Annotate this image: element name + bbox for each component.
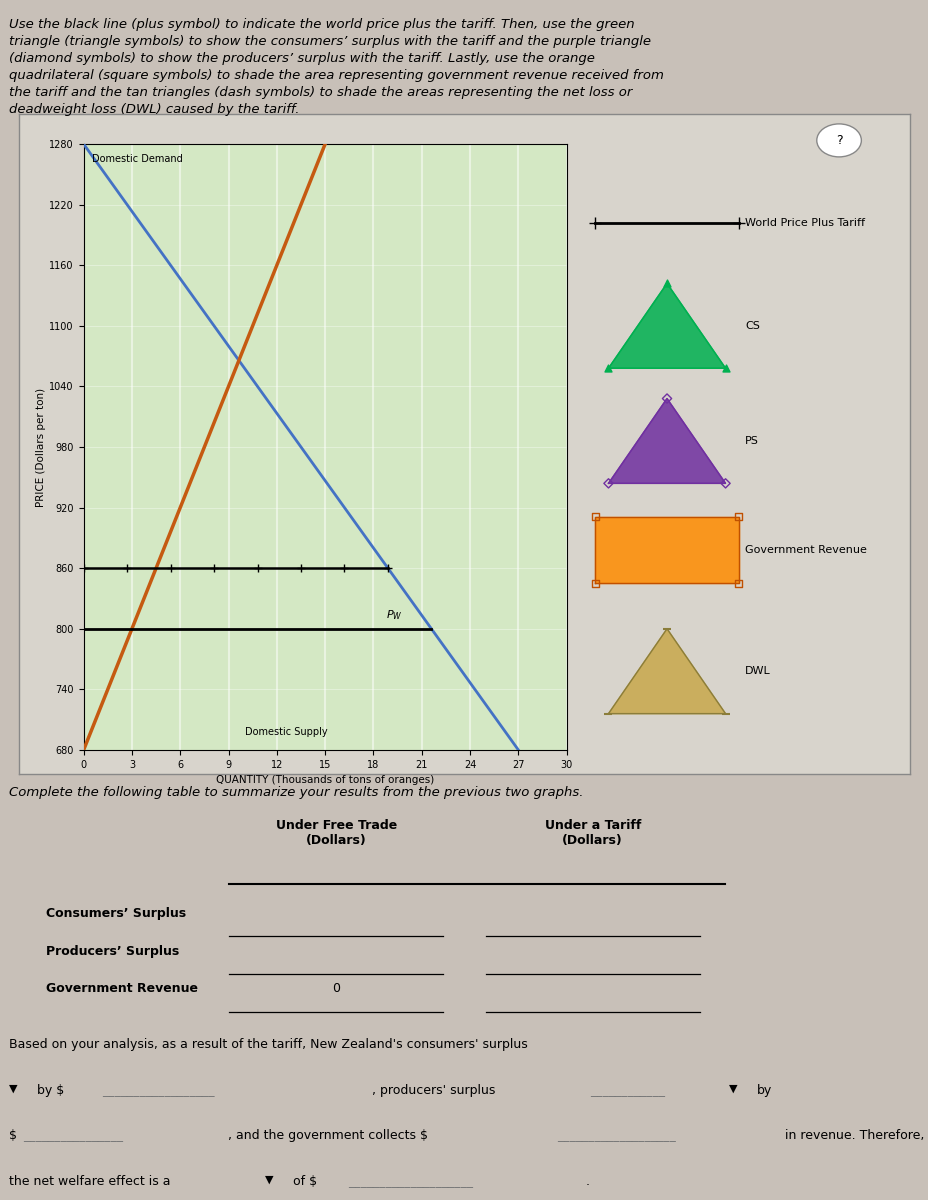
Point [717, 474, 732, 493]
Point [659, 619, 674, 638]
Point [587, 574, 602, 593]
Point [587, 508, 602, 527]
Text: CS: CS [744, 320, 759, 331]
Text: World Price Plus Tariff: World Price Plus Tariff [744, 217, 864, 228]
Point [600, 359, 615, 378]
Text: DWL: DWL [744, 666, 770, 677]
Text: ____________: ____________ [589, 1084, 664, 1097]
Text: PS: PS [744, 436, 758, 446]
Text: ___________________: ___________________ [557, 1129, 676, 1142]
Text: of $: of $ [292, 1175, 316, 1188]
Point [600, 474, 615, 493]
Point [659, 389, 674, 408]
Text: , producers' surplus: , producers' surplus [371, 1084, 495, 1097]
Text: ________________: ________________ [23, 1129, 123, 1142]
Polygon shape [595, 517, 738, 583]
Text: .: . [585, 1175, 588, 1188]
Polygon shape [608, 629, 725, 714]
Text: ▼: ▼ [264, 1175, 273, 1184]
Text: Complete the following table to summarize your results from the previous two gra: Complete the following table to summariz… [9, 786, 583, 799]
Text: Consumers’ Surplus: Consumers’ Surplus [45, 907, 186, 919]
Text: Under a Tariff
(Dollars): Under a Tariff (Dollars) [544, 818, 640, 847]
Text: $: $ [9, 1129, 18, 1142]
Text: Under Free Trade
(Dollars): Under Free Trade (Dollars) [276, 818, 396, 847]
Text: Domestic Demand: Domestic Demand [92, 154, 182, 164]
Point [730, 508, 745, 527]
Text: Government Revenue: Government Revenue [45, 983, 198, 995]
Point [717, 704, 732, 724]
Text: 0: 0 [332, 983, 340, 995]
Point [717, 359, 732, 378]
Point [600, 704, 615, 724]
Text: , and the government collects $: , and the government collects $ [227, 1129, 427, 1142]
Polygon shape [608, 398, 725, 484]
Circle shape [816, 124, 860, 157]
Text: the net welfare effect is a: the net welfare effect is a [9, 1175, 171, 1188]
Text: Use the black line (plus symbol) to indicate the world price plus the tariff. Th: Use the black line (plus symbol) to indi… [9, 18, 664, 116]
Text: Government Revenue: Government Revenue [744, 545, 866, 556]
Text: ?: ? [835, 134, 842, 146]
Text: Producers’ Surplus: Producers’ Surplus [45, 944, 179, 958]
Text: Based on your analysis, as a result of the tariff, New Zealand's consumers' surp: Based on your analysis, as a result of t… [9, 1038, 527, 1051]
Text: __________________: __________________ [102, 1084, 214, 1097]
Text: ▼: ▼ [9, 1084, 18, 1093]
Y-axis label: PRICE (Dollars per ton): PRICE (Dollars per ton) [36, 388, 46, 506]
Text: ▼: ▼ [728, 1084, 737, 1093]
Text: ____________________: ____________________ [348, 1175, 473, 1188]
Point [659, 274, 674, 293]
Text: Domestic Supply: Domestic Supply [244, 727, 327, 737]
Text: $P_W$: $P_W$ [386, 608, 403, 623]
Point [730, 574, 745, 593]
Text: by $: by $ [37, 1084, 64, 1097]
X-axis label: QUANTITY (Thousands of tons of oranges): QUANTITY (Thousands of tons of oranges) [216, 775, 433, 785]
Text: in revenue. Therefore,: in revenue. Therefore, [784, 1129, 923, 1142]
Text: by: by [756, 1084, 771, 1097]
Polygon shape [608, 283, 725, 368]
